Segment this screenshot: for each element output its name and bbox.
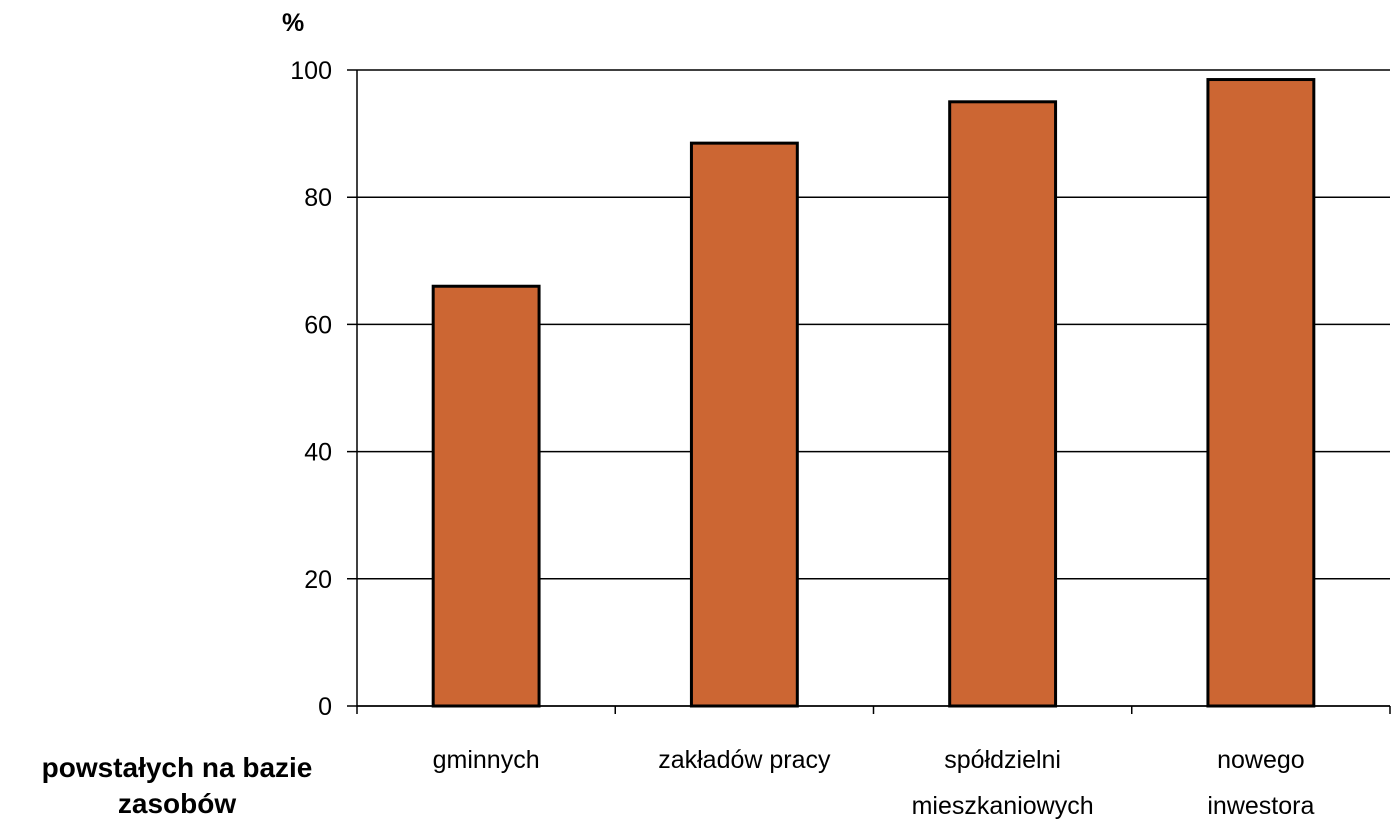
y-tick-label: 100 bbox=[290, 57, 332, 85]
category-label: gminnych bbox=[433, 746, 540, 774]
bar bbox=[431, 284, 541, 708]
bar bbox=[1206, 78, 1316, 708]
bars bbox=[431, 78, 1316, 708]
y-tick-labels: 0 20 40 60 80 100 bbox=[290, 57, 332, 721]
y-tick-label: 40 bbox=[304, 439, 332, 467]
category-label: zakładów pracy bbox=[658, 746, 831, 774]
y-tick-label: 80 bbox=[304, 184, 332, 212]
category-label: nowego inwestora bbox=[1207, 746, 1314, 819]
y-tick-label: 0 bbox=[318, 693, 332, 721]
category-labels: gminnych zakładów pracy spółdzielni mieszka… bbox=[433, 746, 1315, 819]
bar bbox=[948, 100, 1058, 708]
y-tick-label: 20 bbox=[304, 566, 332, 594]
x-axis-prefix-text: powstałych na bazie zasobów bbox=[42, 752, 313, 819]
category-label: spółdzielni mieszkaniowych bbox=[912, 746, 1094, 819]
x-axis-prefix-label: powstałych na bazie zasobów bbox=[42, 752, 313, 819]
y-axis-unit-label: % bbox=[282, 9, 304, 37]
y-tick-label: 60 bbox=[304, 311, 332, 339]
bar bbox=[689, 141, 799, 708]
